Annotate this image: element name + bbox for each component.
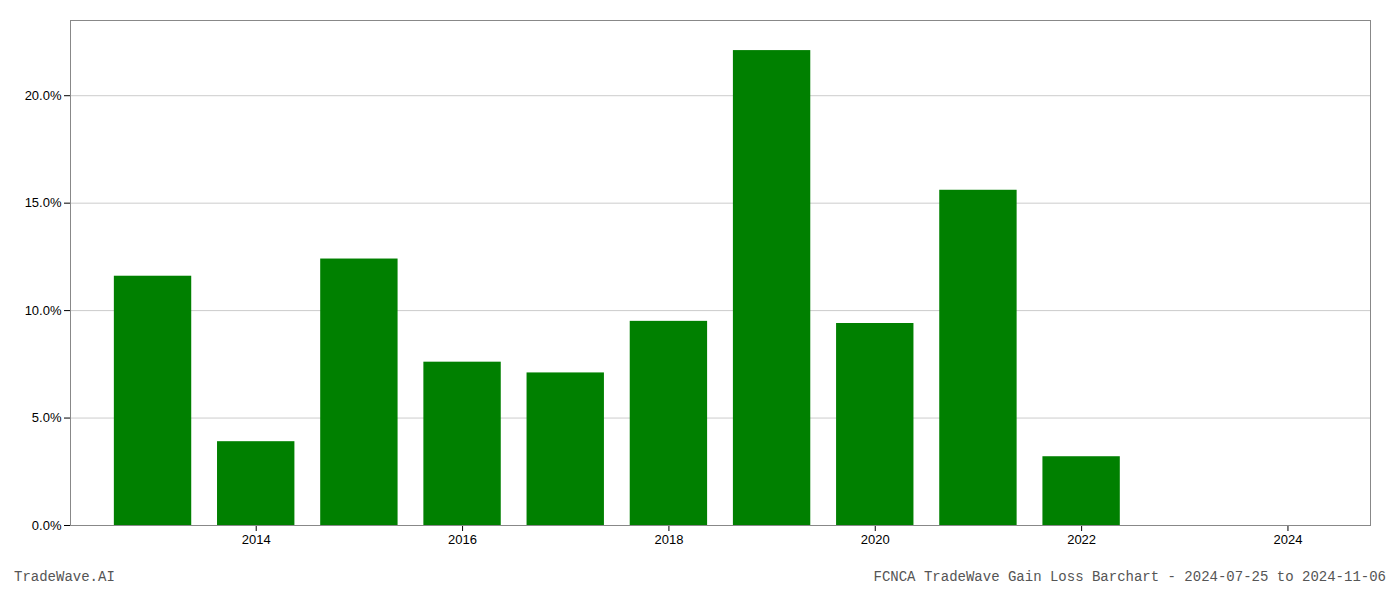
- svg-text:10.0%: 10.0%: [25, 303, 62, 318]
- html-text:TradeWave.AI: TradeWave.AI: [14, 569, 115, 585]
- html-text:FCNCA TradeWave Gain Loss Barc: FCNCA TradeWave Gain Loss Barchart - 202…: [873, 569, 1386, 585]
- svg-text:2022: 2022: [1067, 532, 1096, 547]
- svg-text:5.0%: 5.0%: [32, 410, 62, 425]
- svg-text:15.0%: 15.0%: [25, 195, 62, 210]
- svg-text:2016: 2016: [448, 532, 477, 547]
- svg-text:2018: 2018: [654, 532, 683, 547]
- svg-text:2020: 2020: [861, 532, 890, 547]
- svg-text:0.0%: 0.0%: [32, 518, 62, 533]
- svg-text:2014: 2014: [242, 532, 271, 547]
- svg-text:20.0%: 20.0%: [25, 88, 62, 103]
- svg-text:2024: 2024: [1273, 532, 1302, 547]
